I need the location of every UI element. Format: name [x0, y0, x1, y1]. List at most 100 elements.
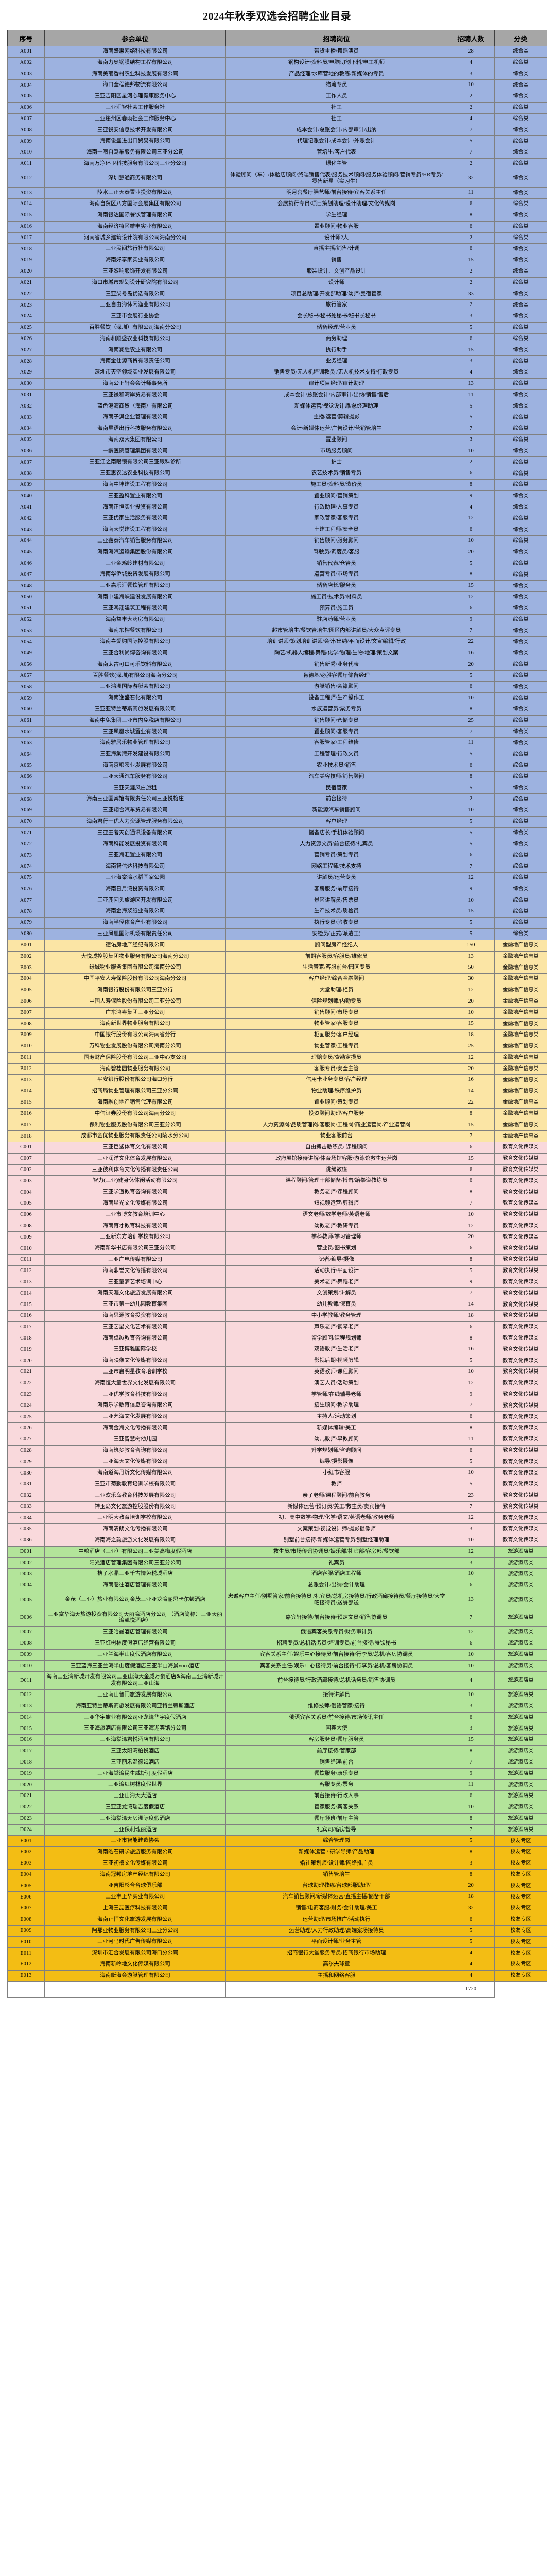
- cell-positions: 升学规划师/咨询顾问: [225, 1445, 447, 1457]
- table-row: A021 海口市城市规划设计研究院有限公司 设计师 2 综合类: [7, 277, 547, 289]
- cell-category: 校友专区: [494, 1903, 547, 1914]
- table-row: D003 桔子水晶三亚千古情免税城酒店 酒店客服/酒店工程师 10 旅游酒店类: [7, 1568, 547, 1581]
- table-row: E003 三亚初禧文化传媒有限公司 婚礼策划师/设计师/网络推广员 3 校友专区: [7, 1857, 547, 1870]
- cell-category: 综合类: [494, 917, 547, 929]
- cell-positions: 餐饮服务/康乐专员: [225, 1768, 447, 1780]
- cell-serial: A060: [7, 704, 45, 716]
- cell-headcount: 8: [447, 1422, 495, 1434]
- cell-headcount: 2: [447, 158, 495, 170]
- cell-category: 旅游酒店类: [494, 1649, 547, 1661]
- cell-serial: C035: [7, 1523, 45, 1535]
- cell-company: 海南万净环卫科技服务有限公司三亚分公司: [44, 158, 226, 170]
- table-row: C015 三亚市第一幼儿园教育集团 幼儿教师/保育员 14 教育文化传媒类: [7, 1299, 547, 1311]
- cell-headcount: 10: [447, 1366, 495, 1378]
- cell-serial: A075: [7, 872, 45, 884]
- cell-category: 校友专区: [494, 1869, 547, 1881]
- cell-headcount: 15: [447, 580, 495, 592]
- cell-serial: A062: [7, 726, 45, 738]
- cell-company: 海南天悦建设工程有限公司: [44, 524, 226, 536]
- cell-company: 保利物业服务股份有限公司三亚分公司: [44, 1119, 226, 1131]
- table-row: D009 三亚兰海半山度假酒店有限公司 宾客关系主任/娱乐中心接待员/前台接待/行李…: [7, 1649, 547, 1661]
- table-row: D010 三亚蓝海三亚兰海半山度假酒店三亚半山海景voco酒店 宾客关系主任/娱乐中…: [7, 1660, 547, 1672]
- cell-serial: A057: [7, 670, 45, 682]
- cell-serial: A027: [7, 344, 45, 357]
- cell-category: 金融地产信息类: [494, 1040, 547, 1053]
- cell-positions: 物业客服前台: [225, 1130, 447, 1143]
- cell-company: 三亚润洋文化体育发展有限公司: [44, 1153, 226, 1165]
- cell-company: 三亚鸿翔建筑工程有限公司: [44, 602, 226, 615]
- cell-headcount: 3: [447, 1523, 495, 1535]
- cell-headcount: 12: [447, 1512, 495, 1524]
- table-row: B013 平安银行股份有限公司海口分行 信用卡业务专员/客户经理 16 金融地产信息类: [7, 1074, 547, 1087]
- cell-headcount: 10: [447, 445, 495, 457]
- cell-headcount: 2: [447, 299, 495, 312]
- cell-headcount: 15: [447, 1018, 495, 1030]
- cell-serial: C006: [7, 1209, 45, 1221]
- cell-category: 教育文化传媒类: [494, 1287, 547, 1300]
- table-row: E002 海南皓石研学旅游服务有限公司 新媒体运营 / 研学导师/产品助理 8 校友专区: [7, 1846, 547, 1858]
- cell-positions: 人力资源文员/前台接待/礼宾员: [225, 838, 447, 851]
- cell-serial: E013: [7, 1970, 45, 1982]
- cell-headcount: 5: [447, 670, 495, 682]
- cell-company: 三亚海旅酒店有限公司三亚湾迎宾馆分公司: [44, 1723, 226, 1735]
- cell-company: 海南冠邦房地产经纪有限公司: [44, 1869, 226, 1881]
- table-row: E009 阿那亚物业服务有限公司三亚分公司 运营助理/人力行政助理/高端案场接待员 5…: [7, 1925, 547, 1937]
- cell-serial: C016: [7, 1310, 45, 1322]
- cell-category: 综合类: [494, 692, 547, 705]
- cell-headcount: 13: [447, 1590, 495, 1609]
- cell-serial: A025: [7, 321, 45, 334]
- table-row: A028 海南金仕源商贸有限责任公司 业务经理 3 综合类: [7, 355, 547, 368]
- table-row: A070 海南君行一优人力资源管理服务有限公司 客户经理 5 综合类: [7, 816, 547, 828]
- cell-positions: 学管师/在线辅导老师: [225, 1388, 447, 1401]
- cell-positions: 执行专员/验收专员: [225, 917, 447, 929]
- cell-positions: 景区讲解员/售票员: [225, 894, 447, 907]
- cell-headcount: 32: [447, 169, 495, 188]
- cell-company: 三亚彼利体育文化传播有限责任公司: [44, 1164, 226, 1176]
- table-row: C024 海南乐学教育信息咨询有限公司 招生顾问/教学助理 7 教育文化传媒类: [7, 1400, 547, 1412]
- cell-company: 海南君行一优人力资源管理服务有限公司: [44, 816, 226, 828]
- cell-company: 海南银达国际餐饮管理有限公司: [44, 209, 226, 222]
- cell-serial: A047: [7, 569, 45, 581]
- cell-positions: 商务助理: [225, 333, 447, 345]
- cell-positions: 维修技师/俄语管家/接待: [225, 1700, 447, 1713]
- cell-headcount: 10: [447, 1467, 495, 1479]
- table-row: D002 阳光酒店管理集团有限公司三亚分公司 礼宾员 3 旅游酒店类: [7, 1557, 547, 1569]
- cell-category: 教育文化传媒类: [494, 1456, 547, 1468]
- cell-category: 综合类: [494, 501, 547, 514]
- cell-company: 中信证券股份有限公司海南分公司: [44, 1108, 226, 1120]
- cell-category: 金融地产信息类: [494, 1074, 547, 1087]
- cell-category: 综合类: [494, 79, 547, 92]
- cell-category: 校友专区: [494, 1925, 547, 1937]
- cell-category: 教育文化传媒类: [494, 1344, 547, 1356]
- cell-serial: D014: [7, 1711, 45, 1724]
- table-row: C007 三亚润洋文化体育发展有限公司 政府展馆接待讲解/体育场馆客服/游泳馆救生运…: [7, 1153, 547, 1165]
- cell-positions: 直播主播/销售/计调: [225, 243, 447, 256]
- cell-positions: 客服管家/工程维修: [225, 737, 447, 750]
- cell-headcount: 7: [447, 147, 495, 159]
- cell-category: 旅游酒店类: [494, 1546, 547, 1558]
- table-row: E012 海南新岭地文化传媒有限公司 高尔夫球童 4 校友专区: [7, 1959, 547, 1971]
- cell-serial: A013: [7, 187, 45, 199]
- cell-company: 三亚民间旅行社有限公司: [44, 243, 226, 256]
- cell-company: 海南清朗文化传播有限公司: [44, 1523, 226, 1535]
- cell-serial: A034: [7, 423, 45, 435]
- cell-category: 旅游酒店类: [494, 1608, 547, 1628]
- cell-headcount: 20: [447, 546, 495, 558]
- table-row: C017 三亚艺星文化艺术有限公司 声乐老师/钢琴老师 6 教育文化传媒类: [7, 1321, 547, 1333]
- cell-serial: D010: [7, 1660, 45, 1672]
- cell-positions: 设计师2人: [225, 232, 447, 244]
- cell-category: 金融地产信息类: [494, 1108, 547, 1120]
- cell-positions: 带货主播/舞蹈演员: [225, 46, 447, 58]
- cell-company: 海南思源教育投资有限公司: [44, 1310, 226, 1322]
- cell-company: 海南公正轩会会计师事务所: [44, 378, 226, 390]
- cell-positions: 前期客服员/客服员/维修员: [225, 951, 447, 963]
- table-row: C001 三亚巨鲨体育文化有限公司 自由搏击教练员/ 课程顾问 6 教育文化传媒类: [7, 1142, 547, 1154]
- table-row: B008 海南新世界物业服务有限公司 物业管家/客服专员 15 金融地产信息类: [7, 1018, 547, 1030]
- cell-serial: B012: [7, 1063, 45, 1075]
- cell-headcount: 6: [447, 1142, 495, 1154]
- cell-positions: 美术老师/舞蹈老师: [225, 1276, 447, 1289]
- cell-category: 教育文化传媒类: [494, 1489, 547, 1502]
- cell-serial: A022: [7, 288, 45, 300]
- cell-serial: A008: [7, 124, 45, 137]
- cell-serial: C021: [7, 1366, 45, 1378]
